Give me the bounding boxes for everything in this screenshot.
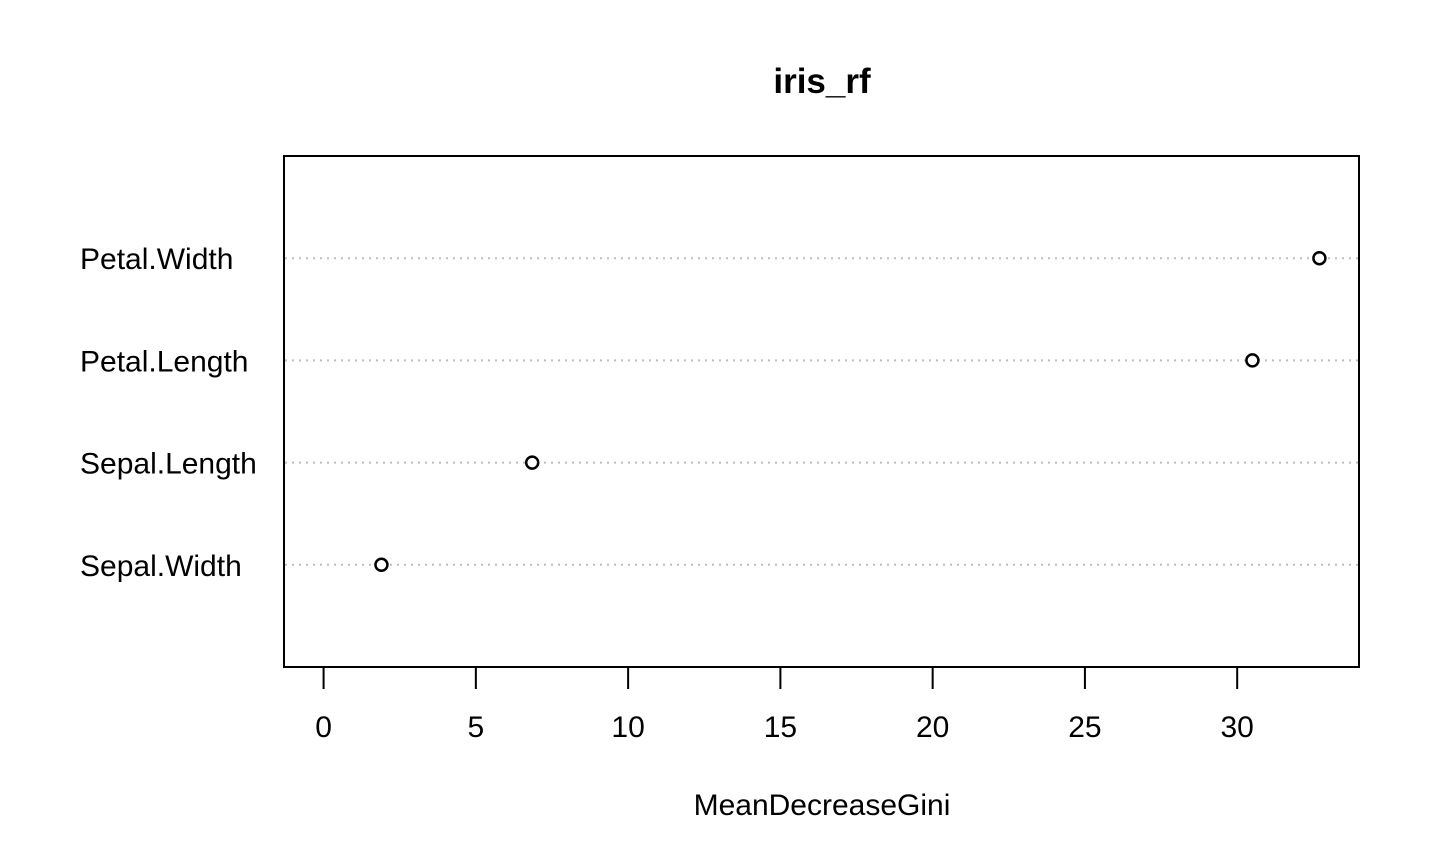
data-points xyxy=(374,250,1327,573)
data-point-sepal-length xyxy=(524,455,540,470)
data-point-sepal-width xyxy=(374,557,389,573)
x-tick-label-5: 5 xyxy=(468,711,485,744)
category-label-sepal-width: Sepal.Width xyxy=(80,550,242,583)
y-axis-labels: Sepal.Width Sepal.Length Petal.Length Petal… xyxy=(80,243,257,583)
gridlines xyxy=(285,257,1358,566)
plot-frame xyxy=(283,155,1360,668)
x-tick-label-0: 0 xyxy=(315,711,332,744)
x-tick-label-10: 10 xyxy=(611,711,644,744)
x-tick-label-25: 25 xyxy=(1068,711,1101,744)
data-point-petal-length xyxy=(1245,353,1260,368)
chart-title: iris_rf xyxy=(773,62,871,101)
x-axis-ticks: 0 5 10 15 20 25 30 xyxy=(315,667,1254,744)
category-label-petal-width: Petal.Width xyxy=(80,243,233,276)
category-label-petal-length: Petal.Length xyxy=(80,345,248,378)
x-tick-label-30: 30 xyxy=(1220,711,1253,744)
category-label-sepal-length: Sepal.Length xyxy=(80,448,257,481)
x-tick-label-20: 20 xyxy=(916,711,949,744)
data-point-petal-width xyxy=(1312,250,1327,266)
x-tick-label-15: 15 xyxy=(764,711,797,744)
x-axis-title: MeanDecreaseGini xyxy=(694,789,951,822)
